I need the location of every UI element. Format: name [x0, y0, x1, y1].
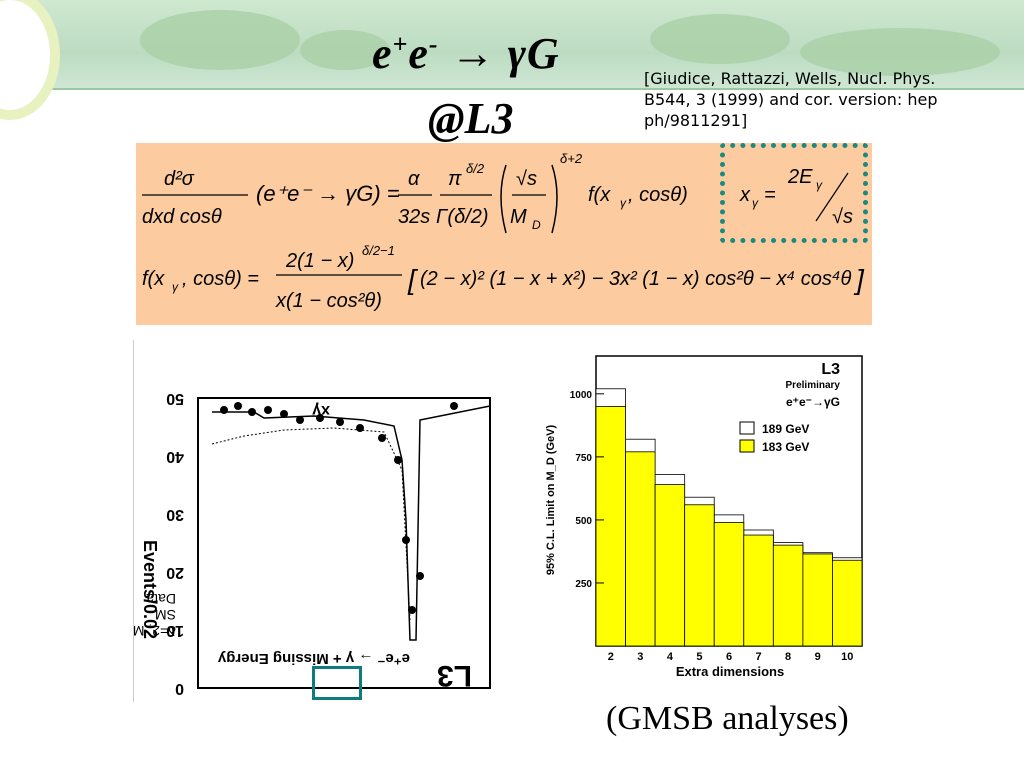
- bar-183-GeV-6: [713, 522, 745, 647]
- decorative-arc: [0, 0, 60, 120]
- svg-text:Γ(δ/2): Γ(δ/2): [436, 206, 489, 228]
- right-chart: 250 500 750 1000 2 3 4 5 6 7 8 9 10 L3 Preliminary …: [540, 350, 870, 690]
- svg-text:π: π: [448, 168, 462, 190]
- svg-text:x: x: [739, 184, 751, 206]
- svg-text:(2 − x)² (1 − x + x²) − 3x² (1: (2 − x)² (1 − x + x²) − 3x² (1 − x) cos²…: [420, 268, 851, 290]
- svg-text:32s: 32s: [398, 206, 430, 228]
- reference-text: [Giudice, Rattazzi, Wells, Nucl. Phys. B…: [644, 69, 938, 130]
- x-axis-title: Extra dimensions: [676, 664, 784, 679]
- x-tick-label: 8: [785, 651, 791, 663]
- svg-text:γ: γ: [172, 280, 179, 294]
- svg-text:dxd cosθ: dxd cosθ: [142, 206, 222, 228]
- left-process-label: e⁺e⁻ → γ + Missing Energy: [217, 650, 410, 667]
- x-tick-label: 10: [841, 651, 853, 663]
- svg-text:√s: √s: [516, 168, 537, 190]
- svg-text:δ/2: δ/2: [466, 161, 485, 176]
- svg-text:, cosθ): , cosθ): [628, 184, 688, 206]
- title-banner: [0, 0, 1024, 90]
- teal-highlight-box: [312, 666, 362, 700]
- svg-text:δ/2−1: δ/2−1: [362, 243, 395, 258]
- bar-183-GeV-2: [595, 406, 626, 647]
- left-y-tick: 10: [166, 622, 184, 639]
- bar-183-GeV-5: [684, 504, 715, 647]
- y-tick-label: 500: [575, 516, 592, 527]
- chart-title: L3: [821, 361, 840, 378]
- svg-text:M: M: [510, 206, 527, 228]
- svg-text:, cosθ) =: , cosθ) =: [182, 268, 259, 290]
- x-gamma-highlight: [720, 143, 868, 243]
- left-bsm-histogram: [211, 427, 411, 621]
- y-tick-label: 1000: [570, 390, 593, 401]
- x-tick-label: 6: [726, 651, 732, 663]
- bar-183-GeV-9: [802, 553, 833, 647]
- svg-text:γ: γ: [816, 178, 823, 192]
- bar-183-GeV-10: [832, 559, 863, 647]
- left-y-tick: 20: [166, 564, 184, 581]
- svg-text:δ+2: δ+2: [560, 151, 583, 166]
- x-tick-label: 5: [696, 651, 702, 663]
- y-tick-label: 250: [575, 579, 592, 590]
- svg-text:f(x: f(x: [588, 184, 611, 206]
- left-sm-histogram: [212, 405, 491, 641]
- svg-text:=: =: [764, 184, 776, 206]
- chart-subtitle: Preliminary: [786, 380, 841, 391]
- chart-process: e⁺e⁻→γG: [786, 395, 840, 409]
- left-y-title: Events/0.02: [140, 540, 160, 639]
- svg-text:(e⁺e⁻ → γG) =: (e⁺e⁻ → γG) =: [256, 181, 400, 206]
- svg-text:x(1 − cos²θ): x(1 − cos²θ): [275, 290, 382, 312]
- x-tick-label: 4: [667, 651, 674, 663]
- bar-183-GeV-3: [625, 451, 656, 647]
- bar-183-GeV-8: [772, 544, 804, 647]
- legend-swatch-189: [739, 421, 755, 435]
- left-legend-data: Data: [146, 591, 176, 607]
- legend-label-189: 189 GeV: [762, 422, 809, 436]
- bar-183-GeV-4: [654, 484, 686, 647]
- svg-text:√s: √s: [832, 206, 853, 228]
- left-legend-sm: SM: [155, 607, 176, 623]
- legend-swatch-183: [739, 439, 755, 453]
- svg-text:]: ]: [853, 264, 865, 295]
- slide-subtitle: @L3: [428, 94, 514, 143]
- left-y-tick: 30: [166, 506, 184, 523]
- left-y-tick: 0: [175, 680, 184, 697]
- y-tick-label: 750: [575, 453, 592, 464]
- formula-box: d²σ dxd cosθ (e⁺e⁻ → γG) = α 32s π δ/2 Γ(…: [136, 143, 872, 325]
- svg-text:γ: γ: [752, 196, 759, 210]
- svg-text:2E: 2E: [787, 166, 813, 188]
- svg-text:f(x: f(x: [142, 268, 165, 290]
- caption: (GMSB analyses): [606, 700, 849, 737]
- svg-text:D: D: [532, 218, 541, 232]
- left-data-points: [220, 402, 458, 614]
- svg-text:2(1 − x): 2(1 − x): [285, 250, 354, 272]
- x-tick-label: 3: [637, 651, 643, 663]
- left-y-tick: 50: [166, 390, 184, 407]
- x-tick-label: 7: [755, 651, 761, 663]
- svg-text:d²σ: d²σ: [164, 168, 195, 190]
- svg-text:[: [: [407, 264, 419, 295]
- svg-text:γ: γ: [620, 196, 627, 210]
- left-x-title: xγ: [312, 402, 330, 419]
- slide-title: e+e- → γG: [372, 29, 560, 78]
- x-tick-label: 9: [815, 651, 821, 663]
- legend-label-183: 183 GeV: [762, 440, 809, 454]
- left-y-tick: 40: [166, 448, 184, 465]
- left-experiment-label: L3: [437, 659, 472, 692]
- y-axis-title: 95% C.L. Limit on M_D (GeV): [545, 424, 557, 575]
- formula-graphic: d²σ dxd cosθ (e⁺e⁻ → γG) = α 32s π δ/2 Γ(…: [142, 151, 865, 312]
- svg-text:α: α: [408, 168, 420, 190]
- bar-183-GeV-7: [743, 534, 774, 647]
- x-tick-label: 2: [608, 651, 614, 663]
